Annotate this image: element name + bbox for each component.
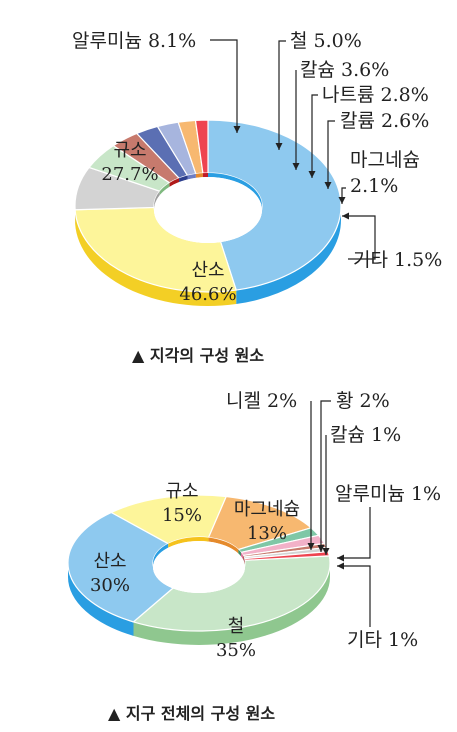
label-1-0: 철: [228, 616, 245, 637]
inner-wall-0-4: [169, 178, 180, 187]
side-wall-1-0: [133, 563, 330, 645]
side-wall-0-0: [236, 206, 341, 305]
leader-0-6: [327, 120, 335, 189]
caption-0: ▲ 지각의 구성 원소: [132, 346, 264, 365]
leader-0-3: [278, 40, 286, 150]
label-0-0: 산소: [191, 260, 224, 281]
callout-0-7: 마그네슘: [350, 149, 420, 171]
slice-1-1: [67, 511, 178, 623]
label-1-3: 마그네슘: [234, 499, 300, 520]
value-1-1: 30%: [90, 575, 130, 596]
leader-0-2: [210, 39, 238, 133]
inner-wall-0-5: [179, 175, 188, 183]
callout-1-8: 기타 1%: [347, 629, 418, 651]
inner-wall-0-6: [187, 173, 196, 180]
inner-wall-1-1: [153, 543, 169, 567]
callout-0-8: 기타 1.5%: [353, 249, 442, 271]
arrow-1-8: [337, 562, 344, 570]
callout-0-3: 철 5.0%: [290, 30, 362, 52]
inner-wall-1-2: [168, 537, 209, 548]
inner-wall-0-8: [202, 173, 208, 178]
leader-0-5: [311, 94, 318, 178]
arrow-0-3: [275, 143, 283, 150]
side-wall-0-1: [75, 209, 237, 306]
arrow-0-2: [233, 126, 241, 133]
callout-0-2: 알루미늄 8.1%: [72, 30, 196, 52]
leader-0-8: [342, 215, 376, 260]
donut-chart-1: 철 35% 산소 30% 규소 15% 마그네슘 13% 니켈 2% 황 2% 칼슘 1% 알루미늄 …: [67, 390, 441, 723]
arrow-0-4: [292, 163, 300, 170]
arrow-1-7: [337, 554, 344, 562]
value-1-3: 13%: [247, 523, 287, 544]
value-1-2: 15%: [162, 505, 202, 526]
leader-1-5: [320, 400, 331, 552]
arrow-1-4: [307, 543, 315, 550]
label-0-1: 규소: [113, 140, 146, 161]
callout-0-4: 칼슘 3.6%: [300, 59, 389, 81]
caption-1: ▲ 지구 전체의 구성 원소: [108, 704, 275, 723]
value-0-0: 46.6%: [179, 284, 236, 305]
donut-chart-0: 산소 46.6% 규소 27.7% 알루미늄 8.1% 철 5.0% 칼슘 3.6% 나트륨 …: [72, 30, 442, 365]
callout-1-7: 알루미늄 1%: [335, 483, 441, 505]
inner-wall-0-2: [154, 191, 160, 210]
hole-cover-1: [153, 541, 245, 593]
inner-wall-1-4: [238, 549, 242, 557]
label-1-2: 규소: [165, 481, 198, 502]
callout-0-6: 칼륨 2.6%: [340, 110, 429, 132]
callout-1-4: 니켈 2%: [226, 390, 297, 412]
leader-1-8: [337, 565, 371, 627]
inner-wall-0-7: [195, 173, 203, 178]
arrow-0-8: [342, 212, 349, 220]
label-1-1: 산소: [93, 551, 126, 572]
callout-value-0-7: 2.1%: [350, 175, 398, 197]
value-1-0: 35%: [216, 640, 256, 661]
inner-wall-0-3: [159, 182, 170, 196]
arrow-0-7: [338, 197, 346, 204]
inner-wall-0-0: [208, 173, 262, 210]
arrow-0-5: [308, 171, 316, 178]
callout-0-5: 나트륨 2.8%: [322, 84, 429, 106]
value-0-1: 27.7%: [101, 164, 158, 185]
callout-1-5: 황 2%: [336, 390, 390, 412]
inner-wall-1-5: [241, 552, 244, 560]
inner-wall-1-3: [208, 537, 239, 554]
arrow-1-6: [322, 548, 330, 555]
hole-cover-0: [154, 177, 262, 243]
callout-1-6: 칼슘 1%: [330, 424, 401, 446]
inner-wall-1-7: [243, 557, 245, 563]
inner-wall-1-6: [243, 555, 244, 562]
leader-1-7: [337, 507, 371, 559]
arrow-1-5: [317, 545, 325, 552]
side-wall-1-1: [68, 563, 134, 636]
arrow-0-6: [324, 182, 332, 189]
